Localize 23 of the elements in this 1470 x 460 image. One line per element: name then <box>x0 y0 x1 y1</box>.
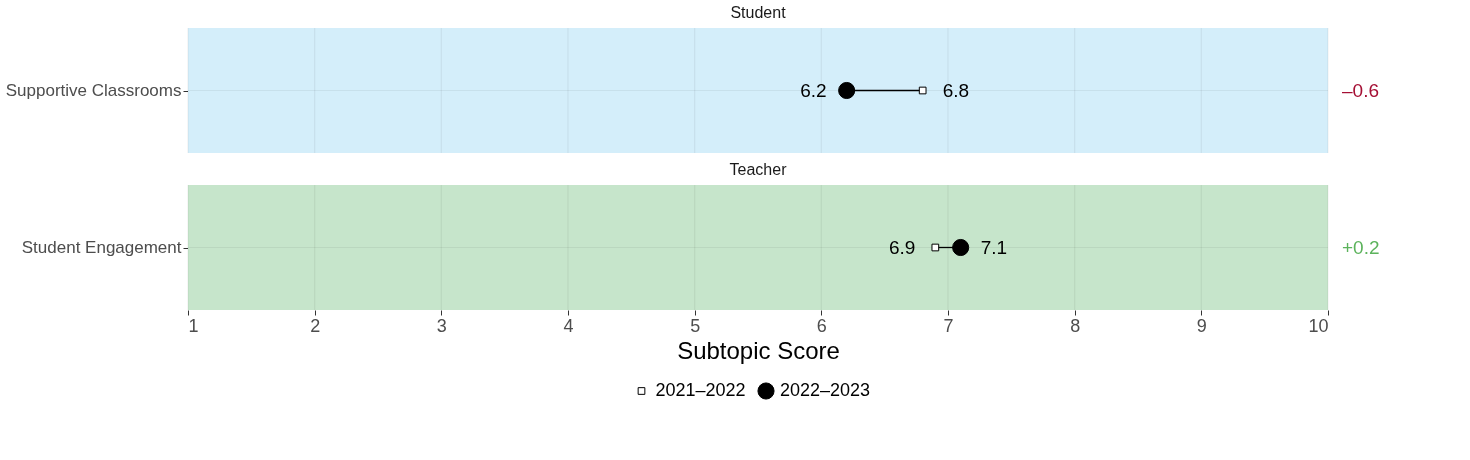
x-tick-label: 10 <box>1308 315 1329 336</box>
chart-title: Student <box>730 4 787 22</box>
y-tick-label: Student Engagement <box>21 238 182 257</box>
x-axis-title: Subtopic Score <box>677 336 840 364</box>
x-tick-label: 7 <box>943 315 954 336</box>
data-label: 7.1 <box>980 236 1008 258</box>
x-tick-label: 9 <box>1196 315 1207 336</box>
x-tick-label: 5 <box>690 315 701 336</box>
chart-title: Teacher <box>729 161 788 179</box>
y-tick-label: Supportive Classrooms <box>5 81 182 100</box>
text: –0.6 <box>1342 79 1379 101</box>
data-label: 6.2 <box>800 79 827 101</box>
x-tick-label: 1 <box>188 315 199 336</box>
x-tick-label: 6 <box>816 315 827 336</box>
text: +0.2 <box>1342 236 1380 258</box>
x-tick-label: 2 <box>310 315 321 336</box>
x-tick-label: 3 <box>436 315 447 336</box>
data-label: 6.9 <box>888 236 916 258</box>
data-label: 6.8 <box>942 79 970 101</box>
legend-label: 2021–2022 <box>655 380 746 400</box>
x-tick-label: 4 <box>563 315 574 336</box>
x-tick-label: 8 <box>1070 315 1081 336</box>
legend-label: 2022–2023 <box>780 380 871 400</box>
